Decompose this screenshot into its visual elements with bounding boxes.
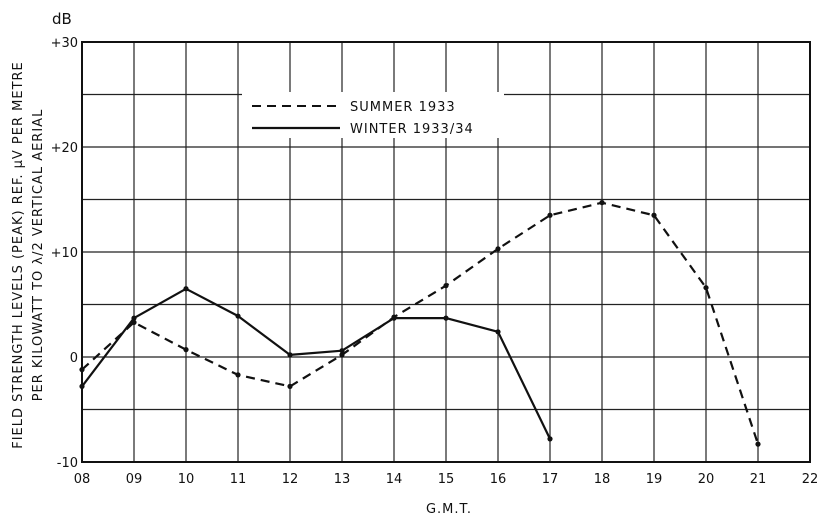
legend-label-summer: SUMMER 1933	[350, 100, 456, 115]
legend-label-winter: WINTER 1933/34	[350, 122, 474, 137]
y-tick-label: +30	[51, 36, 78, 51]
data-point-summer	[599, 200, 605, 206]
data-point-winter	[79, 383, 85, 389]
y-tick-label: -10	[57, 456, 78, 471]
x-tick-label: 09	[126, 472, 143, 487]
data-point-summer	[235, 372, 241, 378]
x-tick-label: 21	[750, 472, 767, 487]
data-point-summer	[755, 441, 761, 447]
data-point-summer	[183, 347, 189, 353]
legend: SUMMER 1933 WINTER 1933/34	[242, 92, 504, 138]
series-line-summer	[81, 201, 760, 445]
data-point-summer	[79, 367, 85, 373]
y-tick-label: 0	[70, 351, 78, 366]
x-tick-label: 19	[646, 472, 663, 487]
data-point-summer	[339, 352, 345, 358]
data-point-winter	[391, 315, 397, 321]
data-point-winter	[495, 329, 501, 335]
data-point-summer	[651, 212, 657, 218]
data-point-summer	[443, 283, 449, 289]
data-point-winter	[131, 315, 137, 321]
x-tick-label: 14	[386, 472, 403, 487]
y-axis-label-line1: FIELD STRENGTH LEVELS (PEAK) REF. µV PER…	[11, 61, 26, 449]
series-line-winter	[81, 287, 551, 440]
y-axis-label-line2: PER KILOWATT TO λ/2 VERTICAL AERIAL	[31, 109, 46, 402]
data-point-winter	[443, 315, 449, 321]
y-tick-labels: +30 +20 +10 0 -10	[51, 36, 78, 471]
y-tick-label: +10	[51, 246, 78, 261]
data-point-winter	[287, 352, 293, 358]
x-tick-label: 20	[698, 472, 715, 487]
x-tick-label: 17	[542, 472, 559, 487]
y-unit-label: dB	[52, 10, 72, 28]
x-tick-label: 16	[490, 472, 507, 487]
x-tick-label: 15	[438, 472, 455, 487]
data-point-summer	[287, 383, 293, 389]
data-point-winter	[547, 436, 553, 442]
x-tick-label: 12	[282, 472, 299, 487]
x-tick-labels: 08 09 10 11 12 13 14 15 16 17 18 19 20 21 22	[74, 472, 819, 487]
legend-box	[242, 92, 504, 138]
data-point-summer	[547, 212, 553, 218]
plot-frame	[81, 41, 811, 463]
x-tick-label: 10	[178, 472, 195, 487]
y-tick-label: +20	[51, 141, 78, 156]
data-point-summer	[495, 246, 501, 252]
data-point-winter	[235, 313, 241, 319]
data-point-summer	[703, 285, 709, 291]
x-tick-label: 22	[802, 472, 819, 487]
x-tick-label: 08	[74, 472, 91, 487]
x-tick-label: 18	[594, 472, 611, 487]
x-tick-label: 11	[230, 472, 247, 487]
data-point-winter	[183, 286, 189, 292]
x-axis-label: G.M.T.	[426, 502, 472, 517]
data-point-winter	[339, 348, 345, 354]
x-tick-label: 13	[334, 472, 351, 487]
series-layer	[79, 200, 761, 447]
